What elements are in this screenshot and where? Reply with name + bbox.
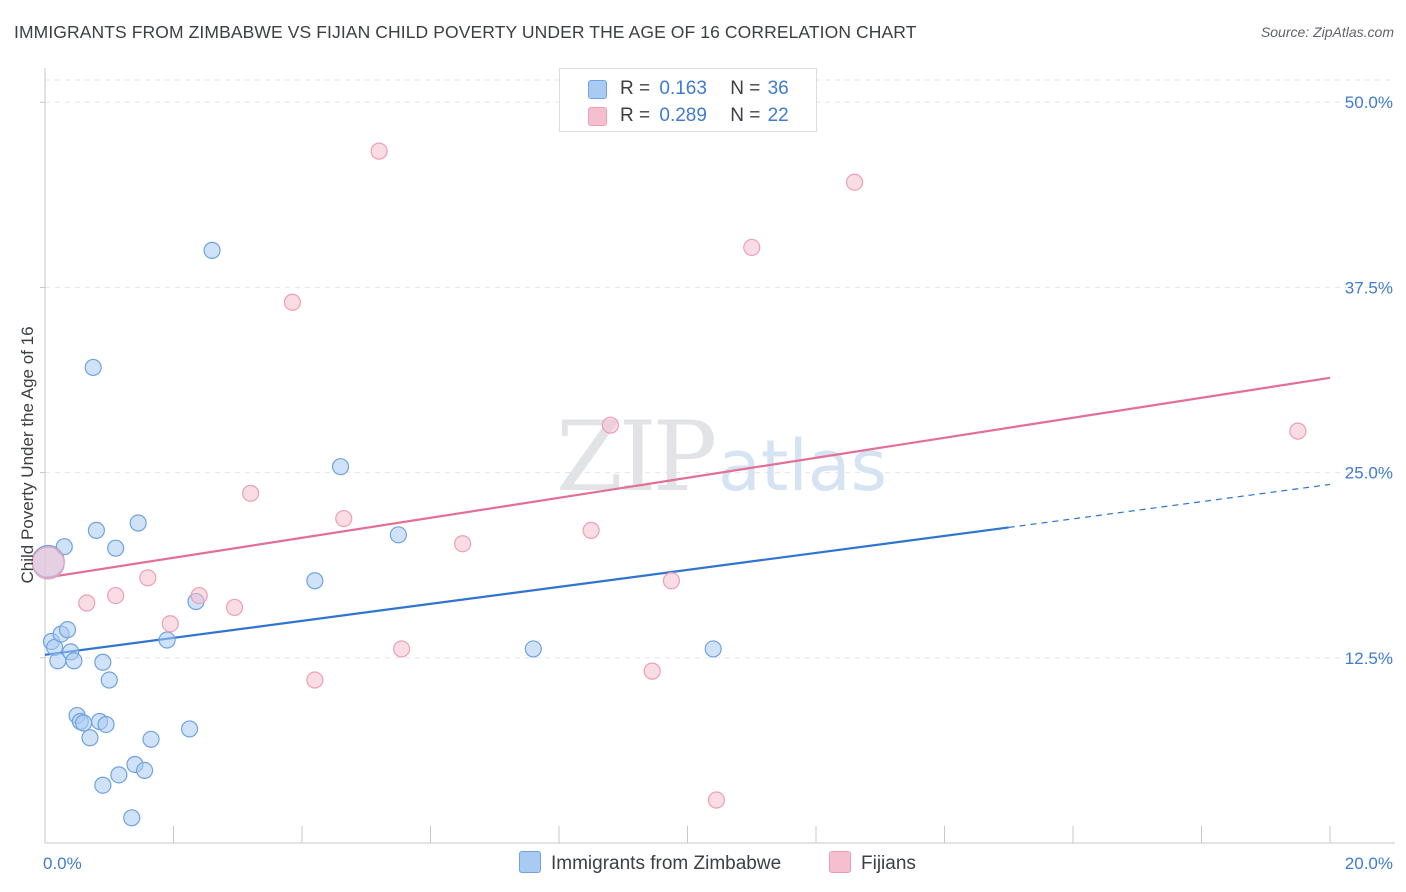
point-zimbabwe [100,671,118,689]
point-zimbabwe [94,653,112,671]
point-fijians [107,586,125,605]
point-fijians [190,586,208,605]
point-zimbabwe [107,539,125,557]
point-fijians [743,238,761,257]
trend-lines [44,376,1331,656]
watermark-atlas: atlas [718,425,887,507]
legend-swatch-fijians [588,107,607,126]
point-zimbabwe [142,730,160,748]
trend-line-fijians [44,376,1331,579]
point-zimbabwe [65,652,83,670]
x-tick-label: 0.0% [43,854,82,873]
point-fijians [139,569,157,587]
y-tick-label: 12.5% [1345,649,1393,668]
bottom-legend-label-fijians: Fijians [861,853,916,874]
bottom-legend-swatch-zimbabwe [519,851,541,873]
point-zimbabwe [84,358,102,377]
legend-n-value: 22 [767,105,789,126]
point-zimbabwe [110,766,128,784]
point-fijians [283,293,301,311]
point-fijians [392,640,411,658]
point-zimbabwe [158,631,176,649]
point-fijians [242,484,260,502]
point-zimbabwe [524,640,542,658]
point-fijians [643,662,661,680]
axes [40,68,1395,844]
legend-n-label: N = [730,78,761,99]
y-tick-label: 25.0% [1345,464,1393,483]
point-zimbabwe [389,526,407,544]
bottom-legend-label-zimbabwe: Immigrants from Zimbabwe [551,853,782,874]
legend-r-label: R = [620,105,651,126]
point-zimbabwe [58,621,77,639]
trend-line-zimbabwe-extension [1008,483,1331,529]
point-zimbabwe [55,538,73,556]
gridlines [45,79,1395,659]
tick-labels: 12.5% 25.0% 37.5% 50.0% 0.0% 20.0% [43,93,1393,873]
source-label: Source: ZipAtlas.com [1260,24,1394,40]
stats-legend: R = 0.163 N = 36 R = 0.289 N = 22 [559,68,817,132]
bottom-legend-fijians: Fijians [829,851,916,875]
point-zimbabwe [306,572,324,590]
legend-r-value: 0.163 [659,78,707,99]
point-zimbabwe [180,720,199,738]
point-zimbabwe [129,514,147,532]
point-zimbabwe [123,809,141,827]
point-fijians [845,173,864,191]
point-zimbabwe [94,776,112,794]
data-points [31,142,1307,827]
point-zimbabwe [74,714,93,732]
point-fijians [31,546,65,580]
point-zimbabwe [81,729,99,747]
point-fijians [454,535,472,553]
point-fijians [335,509,353,528]
point-fijians [225,598,244,617]
point-zimbabwe [331,458,350,476]
legend-r-label: R = [620,78,651,99]
y-tick-label: 50.0% [1345,93,1393,112]
point-zimbabwe [203,241,221,259]
y-axis-label: Child Poverty Under the Age of 16 [18,326,37,583]
y-tick-label: 37.5% [1345,278,1393,297]
legend-n-value: 36 [767,78,789,99]
watermark: ZIP atlas [556,401,887,513]
legend-swatch-zimbabwe [588,80,607,99]
point-zimbabwe [87,521,106,539]
point-fijians [78,594,96,612]
point-zimbabwe [97,715,115,734]
point-fijians [582,521,600,539]
legend-r-value: 0.289 [659,105,707,126]
x-tick-label: 20.0% [1345,854,1393,873]
point-zimbabwe [135,761,154,780]
point-fijians [306,671,324,689]
point-zimbabwe [704,640,722,658]
bottom-legend-zimbabwe: Immigrants from Zimbabwe [519,851,781,875]
point-fijians [707,791,726,809]
point-fijians [662,572,681,590]
bottom-legend-swatch-fijians [829,851,851,873]
point-fijians [370,142,388,160]
watermark-zip: ZIP [556,401,715,513]
point-fijians [161,615,179,633]
legend-n-label: N = [730,105,761,126]
chart-title: IMMIGRANTS FROM ZIMBABWE VS FIJIAN CHILD… [14,22,917,42]
trend-line-zimbabwe [44,526,1009,656]
point-fijians [601,416,620,434]
point-fijians [1289,422,1307,440]
